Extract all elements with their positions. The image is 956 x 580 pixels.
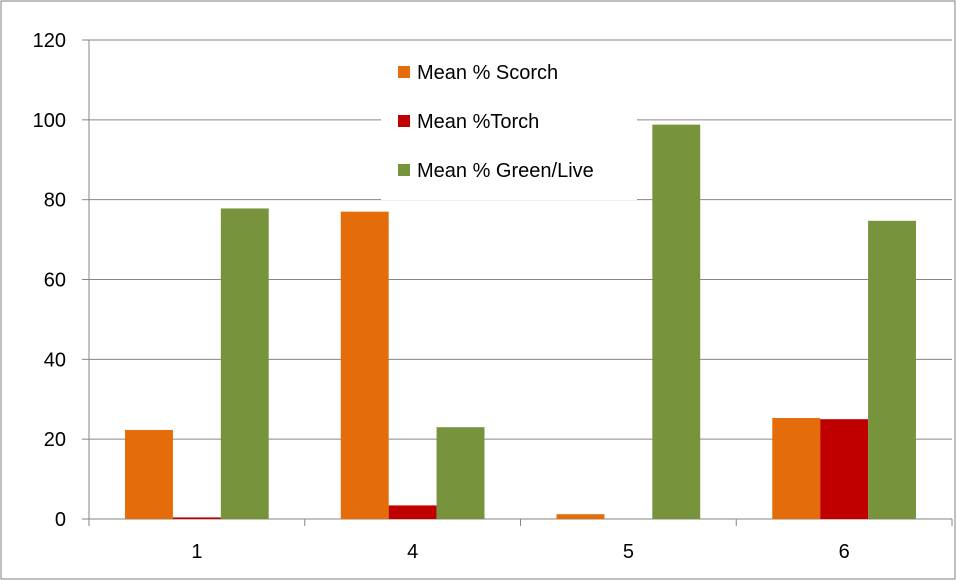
- bar-torch: [172, 517, 221, 519]
- legend-swatch: [398, 164, 410, 176]
- legend-swatch: [398, 66, 410, 78]
- y-tick-label: 60: [44, 270, 66, 292]
- bars: [125, 124, 916, 519]
- bar-scorch: [772, 418, 821, 519]
- bar-torch: [388, 505, 437, 519]
- legend-swatch: [398, 115, 410, 127]
- y-tick-labels: 0 20 40 60 80 100 120: [33, 30, 66, 531]
- bar-green-live: [868, 220, 916, 519]
- legend-label: Mean % Scorch: [417, 62, 558, 84]
- bar-green-live: [652, 124, 701, 519]
- y-tick-label: 40: [44, 349, 66, 371]
- x-tick-label: 4: [407, 541, 418, 563]
- x-tick-label: 1: [191, 541, 202, 563]
- y-tick-label: 20: [44, 429, 66, 451]
- y-tick-label: 120: [33, 30, 66, 52]
- legend-label: Mean %Torch: [417, 111, 539, 133]
- bar-scorch: [556, 514, 605, 519]
- bar-green-live: [220, 208, 269, 519]
- legend-background: [381, 50, 637, 200]
- bar-scorch: [340, 211, 389, 519]
- y-tick-label: 0: [55, 509, 66, 531]
- x-tick-labels: 1 4 5 6: [191, 541, 849, 563]
- bar-green-live: [436, 427, 485, 519]
- legend-label: Mean % Green/Live: [417, 160, 594, 182]
- bar-scorch: [125, 429, 173, 519]
- legend: Mean % Scorch Mean %Torch Mean % Green/Liv…: [381, 50, 637, 200]
- y-tick-label: 100: [33, 110, 66, 132]
- y-tick-label: 80: [44, 190, 66, 212]
- x-tick-label: 6: [839, 541, 850, 563]
- bar-torch: [820, 419, 869, 519]
- x-tick-label: 5: [623, 541, 634, 563]
